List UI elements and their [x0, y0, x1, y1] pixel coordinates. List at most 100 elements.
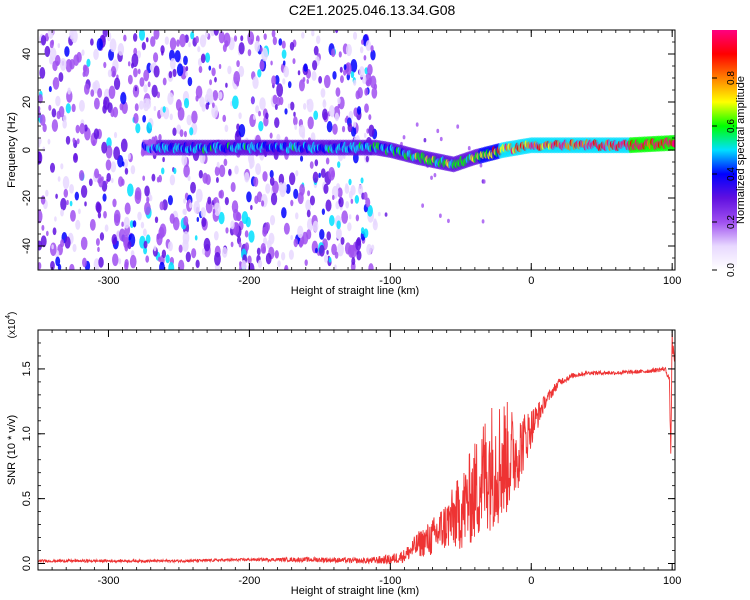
spectrogram-noise-cell — [136, 50, 142, 59]
spectrogram-noise-cell — [64, 46, 70, 57]
spectrogram-noise-cell — [127, 241, 132, 250]
spectrogram-noise-cell — [118, 258, 122, 265]
spectrogram-noise-cell — [336, 220, 341, 230]
spectrogram-noise-cell — [93, 48, 99, 61]
spectrogram-noise-cell — [306, 99, 310, 106]
spectrogram-noise-cell — [41, 224, 45, 231]
spectrogram-noise-cell — [259, 97, 266, 111]
spectrogram-noise-cell — [142, 228, 147, 237]
snr-y-tick-label: 1.0 — [21, 426, 33, 441]
spectrogram-noise-cell — [143, 69, 150, 82]
spectrogram-noise-cell — [72, 152, 78, 163]
spectrogram-noise-cell — [262, 171, 268, 182]
spectrogram-noise-cell — [69, 263, 75, 270]
spectrogram-noise-cell — [353, 31, 358, 40]
spectrogram-noise-cell — [124, 202, 131, 215]
spectrogram-noise-cell — [346, 73, 351, 81]
snr-x-axis-label: Height of straight line (km) — [291, 585, 419, 597]
spectrogram-noise-cell — [137, 211, 142, 221]
spectrogram-noise-cell — [377, 211, 381, 217]
spectrogram-noise-cell — [167, 92, 174, 105]
spectrogram-noise-cell — [436, 128, 440, 134]
spectrogram-noise-cell — [65, 103, 71, 114]
spectrogram-noise-cell — [162, 77, 167, 86]
spectrogram-noise-cell — [348, 214, 352, 220]
spectrogram-noise-cell — [456, 124, 460, 129]
spectrogram-noise-cell — [225, 227, 229, 234]
spectrogram-noise-cell — [177, 107, 185, 121]
spectrogram-noise-cell — [191, 248, 197, 259]
snr-y-tick-label: 0.5 — [21, 491, 33, 506]
spectrogram-noise-cell — [337, 187, 343, 198]
spectrogram-noise-cell — [312, 220, 319, 232]
spectrogram-noise-cell — [64, 236, 71, 249]
spectrogram-noise-cell — [90, 38, 94, 46]
spectrogram-noise-cell — [367, 204, 373, 217]
snr-plot-area — [38, 333, 675, 565]
spectrogram-noise-cell — [238, 42, 245, 55]
spectrogram-noise-cell — [78, 208, 81, 215]
spectrogram-noise-cell — [172, 68, 177, 78]
snr-y-multiplier: (x104) — [5, 312, 18, 339]
spectrogram-noise-cell — [323, 254, 329, 263]
spectrogram-noise-cell — [93, 97, 100, 110]
spectrogram-noise-cell — [281, 40, 286, 49]
spectrogram-noise-cell — [51, 119, 59, 132]
spectrogram-noise-cell — [290, 199, 294, 207]
spectrogram-noise-cell — [309, 161, 314, 169]
spectrogram-noise-cell — [167, 195, 173, 206]
spectrogram-noise-cell — [253, 176, 259, 187]
spectrogram-noise-cell — [295, 170, 299, 177]
spectrogram-noise-cell — [278, 182, 284, 193]
snr-y-tick-label: 0.0 — [21, 556, 33, 571]
spectrogram-noise-cell — [103, 96, 110, 110]
spectrogram-noise-cell — [194, 235, 198, 241]
spectrogram-noise-cell — [84, 201, 87, 207]
spectrogram-noise-cell — [302, 76, 306, 83]
spectrogram-noise-cell — [201, 248, 206, 255]
spectrogram-noise-cell — [265, 112, 269, 120]
snr-x-tick-label: -300 — [97, 575, 119, 587]
spectrogram-noise-cell — [328, 105, 335, 117]
spectrogram-noise-cell — [222, 114, 227, 123]
colorbar-fill — [712, 30, 737, 270]
spectrogram-noise-cell — [51, 39, 55, 46]
spectrogram-noise-cell — [368, 263, 374, 270]
spectrogram-noise-cell — [320, 88, 326, 98]
spectrogram-noise-cell — [88, 178, 93, 187]
spectrogram-noise-cell — [83, 83, 90, 95]
spectrogram-noise-cell — [159, 223, 167, 238]
spectrogram-noise-cell — [104, 224, 109, 232]
spectrogram-noise-cell — [113, 77, 121, 90]
spectrogram-noise-cell — [281, 252, 286, 261]
spectrogram-noise-cell — [218, 91, 223, 100]
spectrogram-noise-cell — [350, 126, 357, 137]
spectrogram-noise-cell — [183, 215, 189, 226]
spectrogram-noise-cell — [364, 87, 369, 96]
spectrogram-y-tick-label: 40 — [21, 48, 33, 60]
spectrogram-noise-cell — [269, 214, 276, 226]
spectrogram-noise-cell — [129, 220, 134, 229]
spectrogram-noise-cell — [297, 225, 304, 239]
spectrogram-noise-cell — [39, 114, 46, 126]
spectrogram-noise-cell — [335, 200, 340, 210]
spectrogram-noise-cell — [297, 70, 301, 76]
spectrogram-noise-cell — [276, 83, 284, 97]
spectrogram-noise-cell — [284, 266, 288, 270]
spectrogram-noise-cell — [270, 192, 278, 206]
spectrogram-noise-cell — [365, 197, 371, 208]
spectrogram-noise-cell — [47, 30, 54, 39]
spectrogram-noise-cell — [186, 114, 192, 126]
spectrogram-noise-cell — [224, 124, 229, 133]
spectrogram-noise-cell — [78, 170, 85, 181]
spectrogram-noise-cell — [183, 55, 188, 66]
spectrogram-noise-cell — [360, 227, 365, 235]
spectrogram-noise-cell — [146, 196, 150, 204]
spectrogram-noise-cell — [230, 181, 236, 193]
spectrogram-noise-cell — [269, 176, 275, 186]
spectrogram-noise-cell — [169, 213, 175, 224]
colorbar-tick-label: 0.0 — [726, 263, 737, 277]
spectrogram-noise-cell — [123, 34, 127, 42]
spectrogram-noise-cell — [241, 260, 247, 270]
spectrogram-y-tick-label: -20 — [21, 190, 33, 206]
